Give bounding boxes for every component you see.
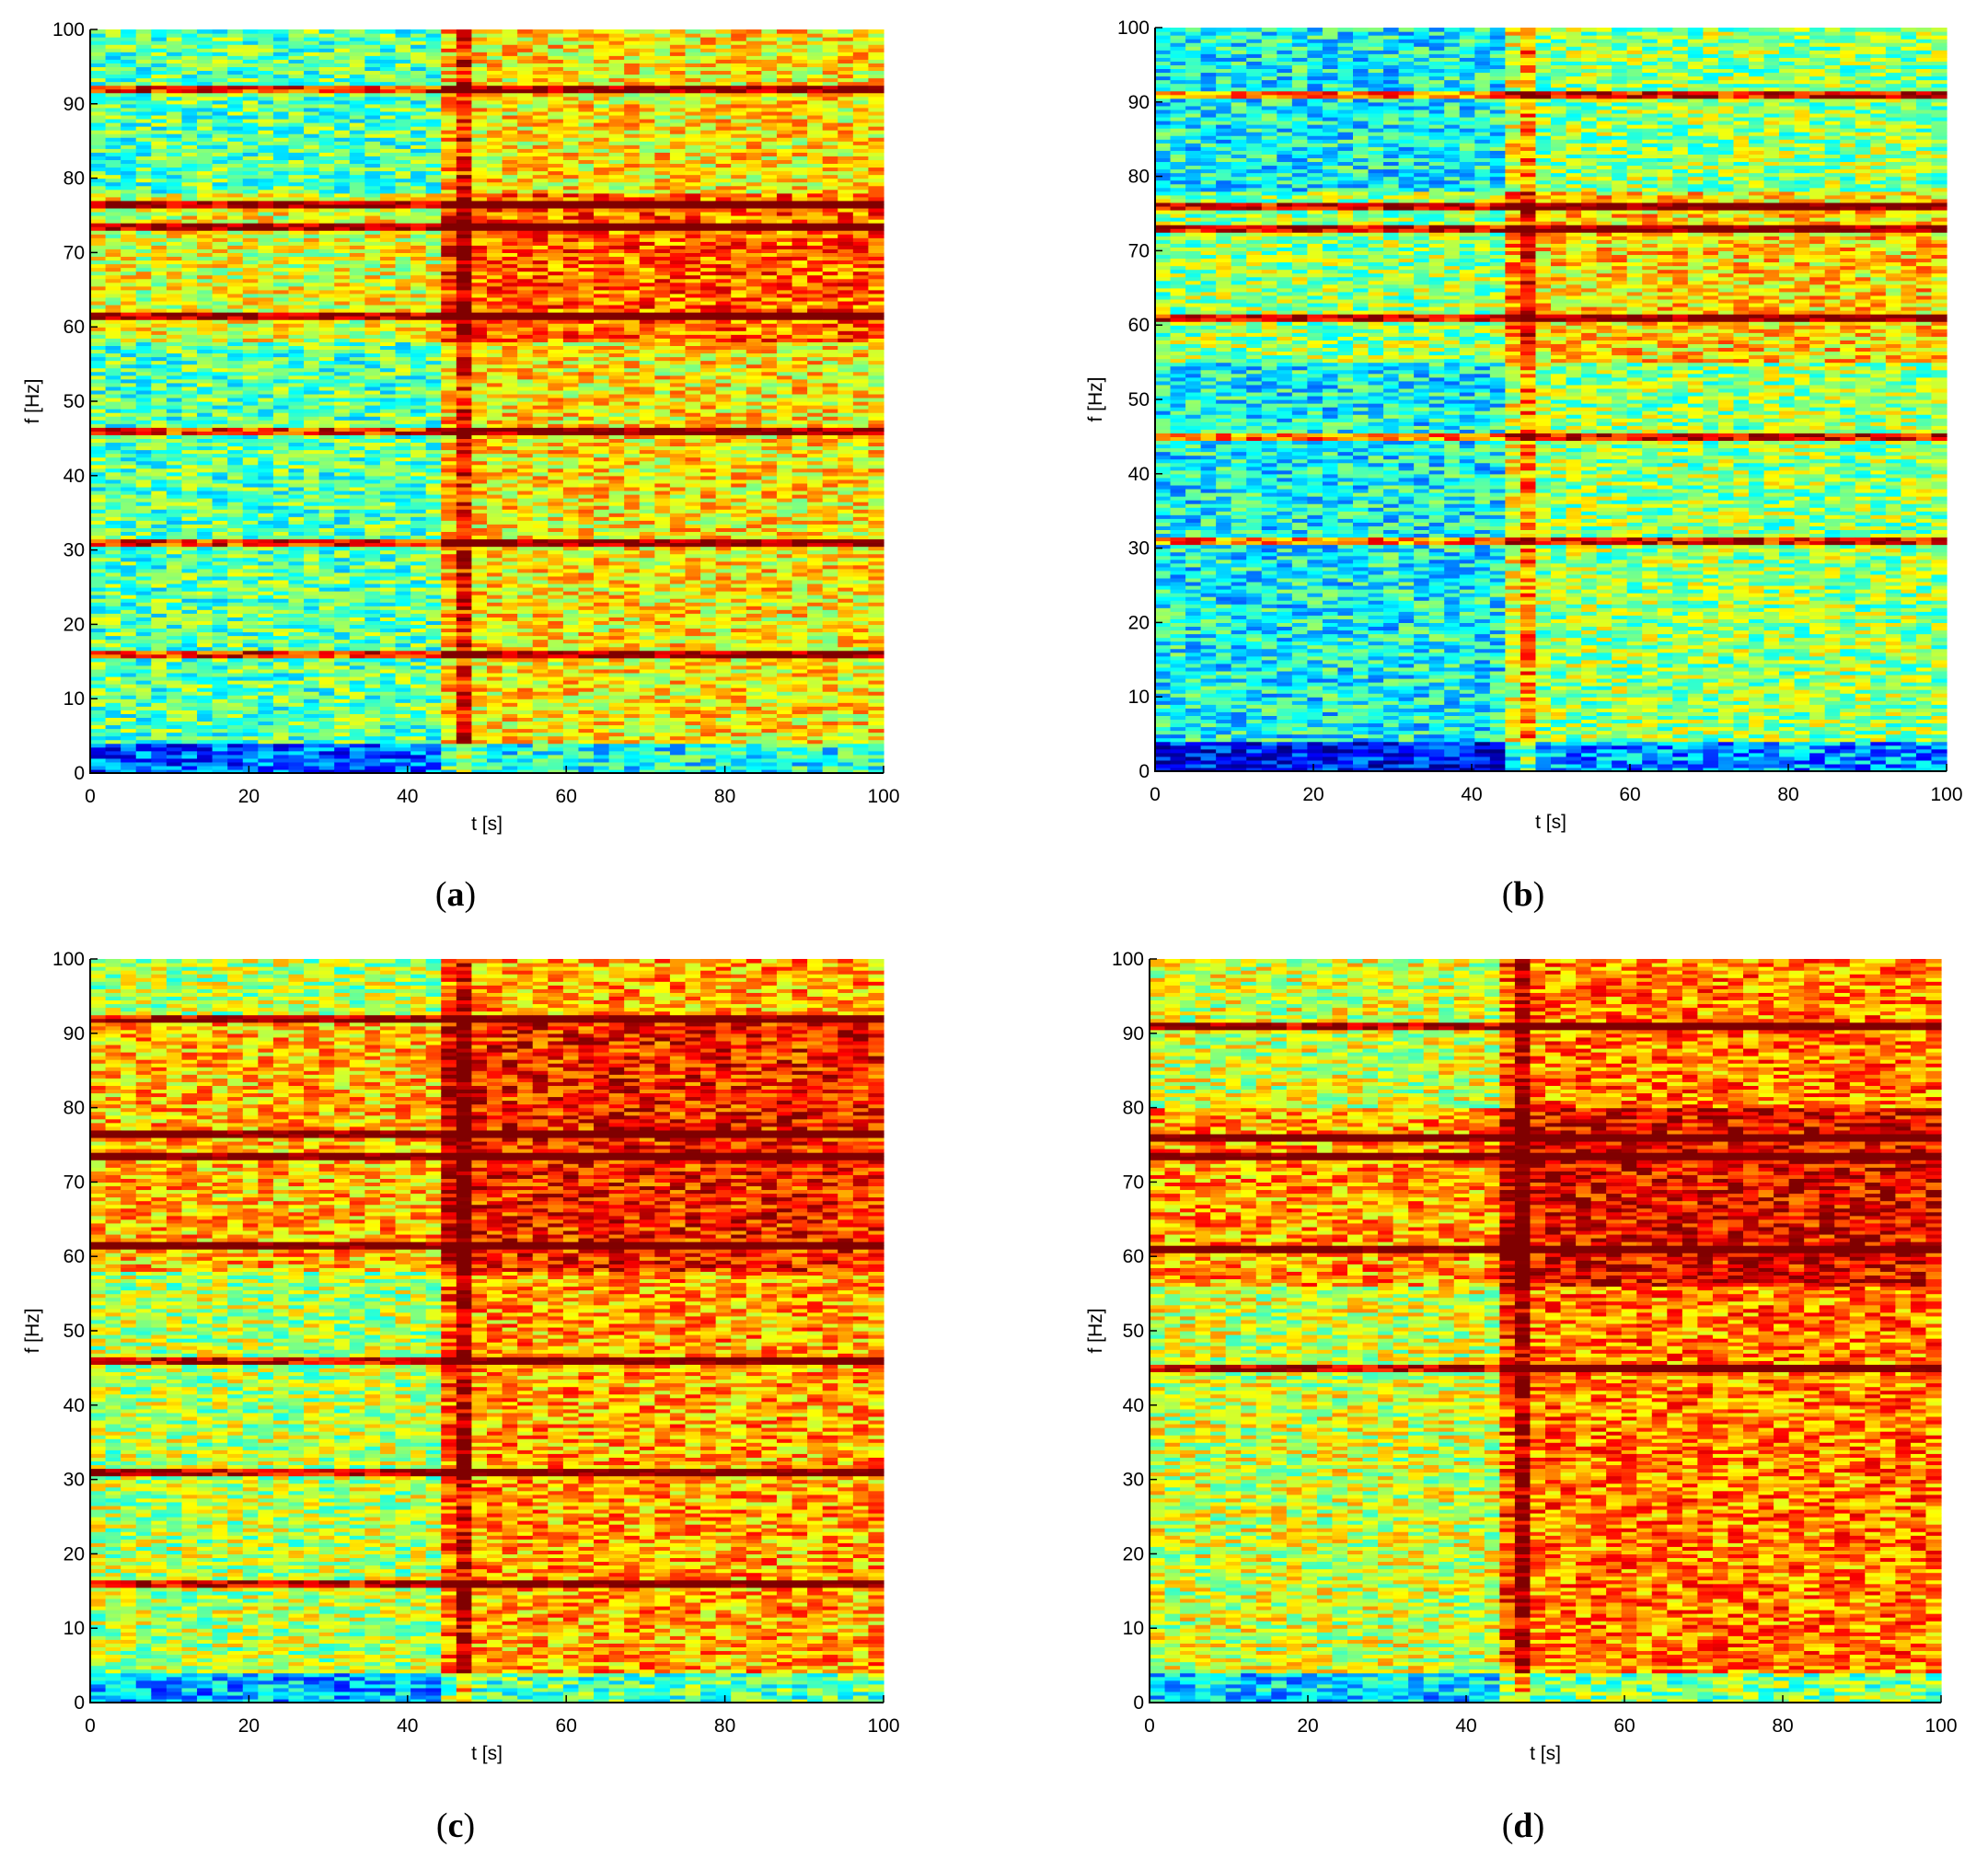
y-tick-label: 40 xyxy=(64,1395,85,1416)
heatmap-cells-a xyxy=(90,29,884,774)
spectrogram-svg-c: 0 20 40 60 80 100 0 10 20 30 40 50 60 70 80 90 100 t [s] f… xyxy=(22,949,900,1764)
y-tick-label: 20 xyxy=(64,614,85,635)
heatmap-cells-c xyxy=(90,959,884,1703)
x-tick-label: 60 xyxy=(556,1715,577,1737)
y-tick-label: 80 xyxy=(64,1098,85,1119)
y-tick-label: 70 xyxy=(1128,240,1150,261)
y-tick-label: 100 xyxy=(52,949,85,970)
x-tick-label: 60 xyxy=(1619,784,1640,805)
y-tick-label: 0 xyxy=(1138,761,1150,782)
y-tick-label: 20 xyxy=(1128,612,1150,633)
y-tick-label: 20 xyxy=(64,1543,85,1565)
x-tick-label: 80 xyxy=(714,786,735,807)
x-tick-label: 100 xyxy=(867,786,899,807)
y-tick-label: 30 xyxy=(64,1470,85,1491)
y-tick-label: 70 xyxy=(64,242,85,263)
y-tick-label: 50 xyxy=(1123,1321,1144,1342)
heatmap-cells-b xyxy=(1155,28,1948,772)
y-tick-label: 10 xyxy=(1123,1618,1144,1639)
y-tick-label: 80 xyxy=(1128,167,1150,188)
y-tick-label: 40 xyxy=(1128,464,1150,485)
y-tick-label: 90 xyxy=(64,1023,85,1045)
x-tick-label: 0 xyxy=(85,1715,96,1737)
x-tick-label: 100 xyxy=(867,1715,899,1737)
y-axis-label: f [Hz] xyxy=(22,378,43,423)
caption-b-letter: b xyxy=(1513,875,1532,914)
y-tick-label: 60 xyxy=(64,1246,85,1267)
x-axis-label: t [s] xyxy=(1530,1743,1561,1764)
y-tick-label: 10 xyxy=(64,688,85,710)
x-tick-label: 60 xyxy=(556,786,577,807)
y-tick-label: 100 xyxy=(1117,18,1150,39)
y-tick-label: 100 xyxy=(1112,949,1144,970)
y-tick-label: 0 xyxy=(1133,1692,1144,1714)
x-tick-label: 40 xyxy=(397,1715,418,1737)
y-tick-label: 80 xyxy=(64,168,85,190)
y-tick-label: 0 xyxy=(74,763,85,784)
caption-a: (a) xyxy=(419,874,492,915)
y-tick-label: 30 xyxy=(1123,1470,1144,1491)
x-axis-label: t [s] xyxy=(1535,812,1566,833)
x-tick-label: 80 xyxy=(1772,1715,1793,1737)
y-tick-label: 100 xyxy=(52,19,85,40)
caption-a-letter: a xyxy=(447,875,465,914)
spectrogram-panel-a: 0 20 40 60 80 100 0 10 20 30 40 50 60 70 80 90 100 t [s] f… xyxy=(18,18,920,856)
x-tick-label: 100 xyxy=(1930,784,1962,805)
caption-d: (d) xyxy=(1486,1806,1560,1846)
x-tick-label: 40 xyxy=(1461,784,1482,805)
y-tick-label: 30 xyxy=(64,540,85,561)
y-tick-label: 10 xyxy=(1128,687,1150,708)
x-tick-label: 80 xyxy=(1777,784,1798,805)
y-tick-label: 10 xyxy=(64,1618,85,1639)
x-tick-label: 40 xyxy=(1455,1715,1476,1737)
x-tick-label: 20 xyxy=(238,1715,260,1737)
y-tick-label: 30 xyxy=(1128,538,1150,560)
y-axis-label: f [Hz] xyxy=(1085,1308,1106,1353)
x-tick-label: 0 xyxy=(1144,1715,1155,1737)
x-axis-label: t [s] xyxy=(471,814,503,835)
y-tick-label: 90 xyxy=(64,94,85,115)
spectrogram-svg-b: 0 20 40 60 80 100 0 10 20 30 40 50 60 70 80 90 100 t [s] f… xyxy=(1085,18,1963,833)
y-tick-label: 60 xyxy=(1128,315,1150,336)
caption-b: (b) xyxy=(1486,874,1560,915)
y-tick-label: 0 xyxy=(74,1692,85,1714)
x-tick-label: 20 xyxy=(1302,784,1323,805)
x-tick-label: 40 xyxy=(397,786,418,807)
spectrogram-svg-a: 0 20 40 60 80 100 0 10 20 30 40 50 60 70 80 90 100 t [s] f… xyxy=(22,19,900,835)
x-tick-label: 100 xyxy=(1924,1715,1957,1737)
caption-d-letter: d xyxy=(1513,1807,1532,1845)
x-tick-label: 0 xyxy=(1150,784,1161,805)
y-tick-label: 50 xyxy=(64,391,85,412)
y-tick-label: 70 xyxy=(64,1172,85,1193)
y-tick-label: 60 xyxy=(64,317,85,338)
y-tick-label: 50 xyxy=(1128,389,1150,410)
y-axis-label: f [Hz] xyxy=(1085,376,1106,421)
x-tick-label: 0 xyxy=(85,786,96,807)
spectrogram-panel-b: 0 20 40 60 80 100 0 10 20 30 40 50 60 70 80 90 100 t [s] f… xyxy=(1081,18,1983,854)
y-tick-label: 20 xyxy=(1123,1543,1144,1565)
caption-c: (c) xyxy=(419,1806,492,1846)
y-tick-label: 90 xyxy=(1128,92,1150,113)
x-tick-label: 20 xyxy=(1297,1715,1318,1737)
x-axis-label: t [s] xyxy=(471,1743,503,1764)
y-tick-label: 40 xyxy=(64,466,85,487)
y-tick-label: 90 xyxy=(1123,1023,1144,1045)
y-tick-label: 70 xyxy=(1123,1172,1144,1193)
y-axis-label: f [Hz] xyxy=(22,1308,43,1353)
x-tick-label: 60 xyxy=(1613,1715,1635,1737)
heatmap-cells-d xyxy=(1150,959,1942,1703)
y-tick-label: 50 xyxy=(64,1321,85,1342)
y-tick-label: 40 xyxy=(1123,1395,1144,1416)
x-tick-label: 20 xyxy=(238,786,260,807)
spectrogram-panel-d: 0 20 40 60 80 100 0 10 20 30 40 50 60 70 80 90 100 t [s] f… xyxy=(1081,948,1978,1785)
y-tick-label: 60 xyxy=(1123,1246,1144,1267)
spectrogram-svg-d: 0 20 40 60 80 100 0 10 20 30 40 50 60 70 80 90 100 t [s] f… xyxy=(1085,949,1958,1764)
x-tick-label: 80 xyxy=(714,1715,735,1737)
spectrogram-panel-c: 0 20 40 60 80 100 0 10 20 30 40 50 60 70 80 90 100 t [s] f… xyxy=(18,948,920,1785)
y-tick-label: 80 xyxy=(1123,1098,1144,1119)
caption-c-letter: c xyxy=(448,1807,464,1845)
